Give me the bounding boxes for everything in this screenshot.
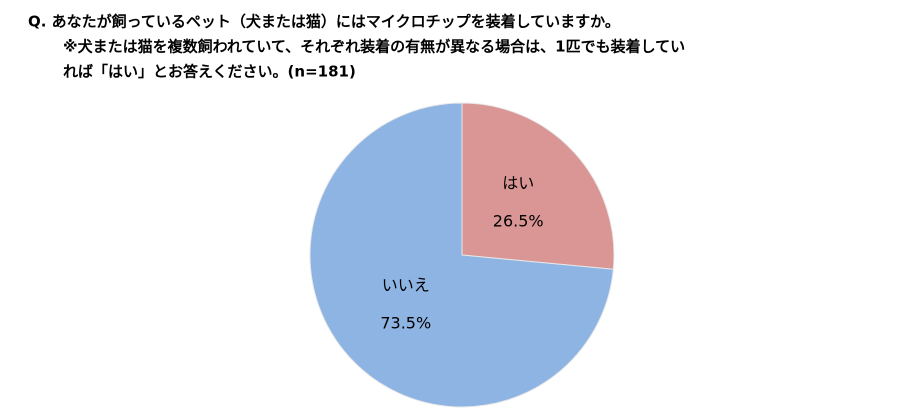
pie-slice: [309, 102, 614, 408]
chart-title: Q. あなたが飼っているペット（犬または猫）にはマイクロチップを装着していますか…: [28, 13, 620, 31]
chart-subtitle: ※犬または猫を複数飼われていて、それぞれ装着の有無が異なる場合は、1匹でも装着し…: [63, 38, 685, 56]
slice-label: いいえ: [382, 276, 430, 295]
pie-slice: [461, 102, 615, 270]
slice-label: はい: [502, 173, 534, 192]
value-label: 26.5%: [493, 211, 544, 230]
value-label: 73.5%: [380, 314, 431, 333]
chart-subtitle: れば「はい」とお答えください。(n=181): [63, 63, 356, 81]
